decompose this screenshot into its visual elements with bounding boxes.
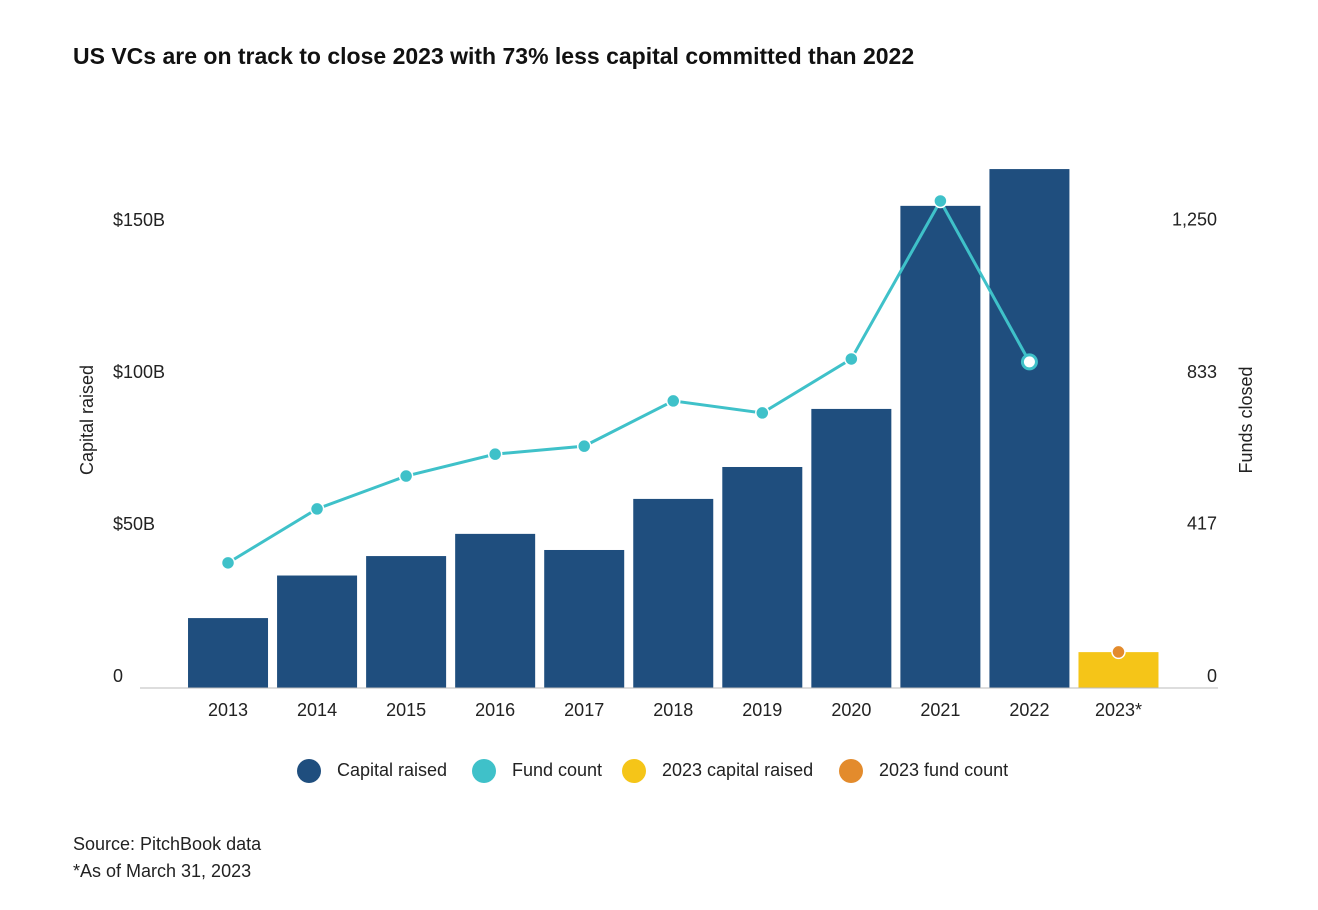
y2-tick-label: 417 — [1187, 514, 1217, 534]
x-tick-label: 2023* — [1095, 700, 1142, 720]
line-point — [309, 501, 325, 517]
legend-swatch — [297, 759, 321, 783]
line-point — [755, 405, 770, 421]
line-point — [1020, 353, 1038, 371]
bar — [722, 466, 803, 688]
x-tick-label: 2018 — [653, 700, 693, 720]
y-axis-label: Capital raised — [77, 365, 97, 475]
y2-axis-label: Funds closed — [1236, 366, 1256, 473]
x-tick-label: 2022 — [1009, 700, 1049, 720]
point — [1111, 644, 1126, 660]
legend-label: 2023 capital raised — [662, 760, 813, 780]
y-tick-label: $150B — [113, 210, 165, 230]
line — [227, 197, 1031, 565]
source: Source: PitchBook data — [73, 834, 262, 854]
x-tick-label: 2015 — [386, 700, 426, 720]
x-tick-label: 2019 — [742, 700, 782, 720]
y2-tick-label: 0 — [1207, 666, 1217, 686]
x-tick-label: 2016 — [475, 700, 515, 720]
x-tick-label: 2017 — [564, 700, 604, 720]
x-tick-label: 2020 — [831, 700, 871, 720]
bar — [455, 533, 536, 688]
line-point — [398, 468, 414, 484]
note: *As of March 31, 2023 — [73, 861, 251, 881]
x-tick-label: 2013 — [208, 700, 248, 720]
legend-label: 2023 fund count — [879, 760, 1008, 780]
legend-label: Capital raised — [337, 760, 447, 780]
legend-label: Fund count — [512, 760, 602, 780]
bar — [277, 575, 358, 688]
line-point — [487, 446, 503, 462]
bar — [989, 169, 1070, 688]
y-tick-label: 0 — [113, 666, 123, 686]
chart-title: US VCs are on track to close 2023 with 7… — [73, 43, 914, 69]
line-point — [220, 555, 236, 571]
bar — [900, 205, 981, 688]
line-point — [666, 393, 681, 409]
line-point — [576, 438, 592, 454]
line-point — [933, 193, 948, 209]
legend-swatch — [622, 759, 646, 783]
x-tick-label: 2021 — [920, 700, 960, 720]
legend-swatch — [839, 759, 863, 783]
bar — [188, 618, 269, 688]
y-tick-label: $50B — [113, 514, 155, 534]
legend-swatch — [472, 759, 496, 783]
x-tick-label: 2014 — [297, 700, 337, 720]
y2-tick-label: 833 — [1187, 362, 1217, 382]
bar — [366, 556, 447, 688]
y-tick-label: $100B — [113, 362, 165, 382]
line-point — [844, 351, 859, 367]
bar — [811, 408, 892, 688]
y2-tick-label: 1,250 — [1172, 210, 1217, 230]
bar — [633, 498, 714, 688]
bar — [544, 549, 625, 688]
